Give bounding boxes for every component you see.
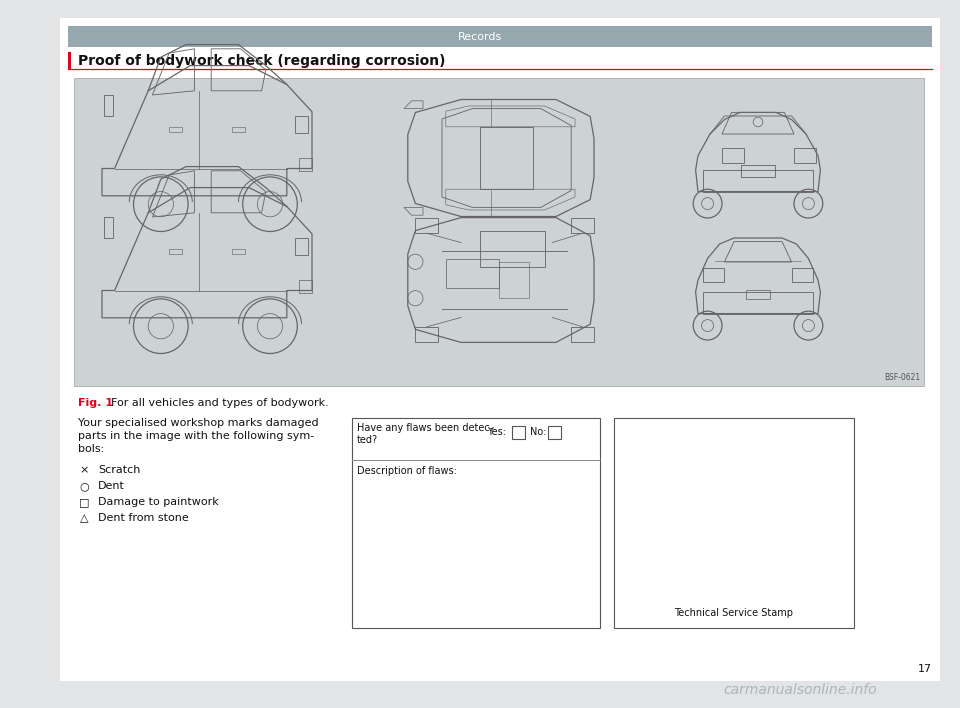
Text: 17: 17 [918,664,932,674]
Bar [512,426,525,439]
Bar [746,290,770,299]
Text: Scratch: Scratch [98,465,140,475]
Bar [232,249,245,253]
Bar [614,418,854,628]
Text: Fig. 1: Fig. 1 [78,398,113,408]
Bar [703,268,725,282]
Bar [68,26,932,47]
Text: carmanualsonline.info: carmanualsonline.info [723,683,876,697]
Bar [104,95,112,116]
Bar [794,149,816,163]
Bar [571,327,594,343]
Bar [352,418,600,628]
Bar [104,217,112,238]
Bar [296,116,308,133]
Text: Yes:: Yes: [487,427,506,437]
Text: BSF-0621: BSF-0621 [884,373,920,382]
Text: Proof of bodywork check (regarding corrosion): Proof of bodywork check (regarding corro… [78,54,445,67]
Text: Have any flaws been detec-: Have any flaws been detec- [357,423,493,433]
Text: Technical Service Stamp: Technical Service Stamp [675,608,794,618]
Bar [548,426,561,439]
Bar [68,52,71,69]
Text: Description of flaws:: Description of flaws: [357,466,457,476]
Text: ×: × [80,465,88,475]
Text: No:: No: [530,427,546,437]
Bar [300,158,312,171]
Bar [445,259,499,287]
Bar [741,165,775,177]
Bar [792,268,813,282]
Text: □: □ [79,497,89,507]
Text: Your specialised workshop marks damaged: Your specialised workshop marks damaged [78,418,319,428]
Bar [169,249,181,253]
Text: ○: ○ [79,481,89,491]
Bar [74,78,924,386]
Text: Dent: Dent [98,481,125,491]
Bar [416,217,438,233]
Bar [722,149,744,163]
Text: ted?: ted? [357,435,378,445]
Text: bols:: bols: [78,444,105,454]
Text: △: △ [80,513,88,523]
Text: parts in the image with the following sym-: parts in the image with the following sy… [78,431,314,441]
Text: For all vehicles and types of bodywork.: For all vehicles and types of bodywork. [104,398,328,408]
Bar [571,217,594,233]
Bar [300,280,312,292]
Bar [416,327,438,343]
Text: Dent from stone: Dent from stone [98,513,189,523]
Text: Records: Records [458,31,502,42]
Bar [169,127,181,132]
Bar [480,231,544,267]
Text: Damage to paintwork: Damage to paintwork [98,497,219,507]
Bar [296,238,308,255]
Bar [232,127,245,132]
